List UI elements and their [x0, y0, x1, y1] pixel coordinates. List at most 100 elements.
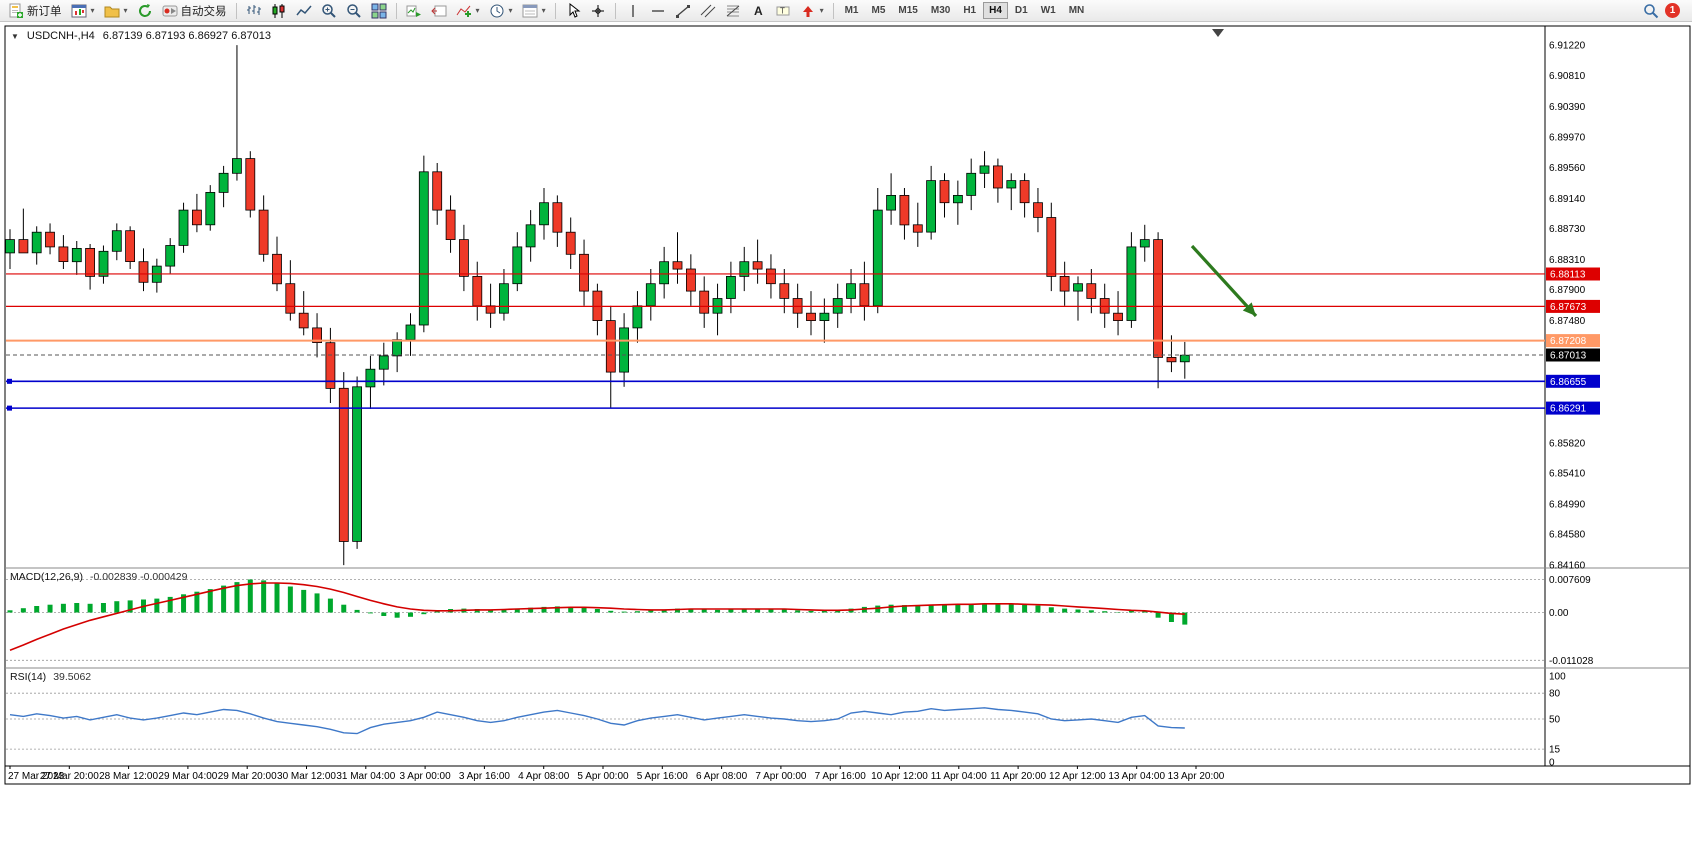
price-badge	[1546, 299, 1600, 313]
time-axis-label: 11 Apr 20:00	[990, 771, 1046, 782]
candle-body	[298, 312, 309, 329]
macd-axis-label: -0.011028	[1549, 656, 1594, 667]
candle-body	[245, 158, 256, 211]
caret-down-icon: ▾	[819, 6, 824, 15]
timeframe-d1-button[interactable]: D1	[1014, 5, 1028, 16]
time-axis-label: 7 Apr 00:00	[755, 771, 807, 782]
time-axis-label: 11 Apr 04:00	[931, 771, 987, 782]
timeframe-m30-button[interactable]: M30	[930, 5, 951, 16]
candle-body	[1113, 312, 1123, 322]
trend-arrow-head[interactable]	[1242, 302, 1261, 320]
toolbar-separator	[395, 2, 397, 19]
search-icon[interactable]	[1643, 3, 1659, 19]
chart-shift-marker[interactable]	[1212, 29, 1224, 37]
text-label-button[interactable]: T	[771, 1, 795, 21]
time-axis-label: 7 Apr 16:00	[815, 771, 867, 782]
vertical-line-icon	[631, 4, 634, 17]
candle-body	[819, 312, 830, 322]
timeframe-m15-button[interactable]: M15	[898, 5, 918, 16]
refresh-button[interactable]	[133, 1, 157, 21]
fibonacci-button[interactable]	[721, 1, 745, 21]
timeframe-w1-button[interactable]: W1	[1040, 5, 1056, 16]
candle-body	[1006, 180, 1017, 189]
new-chart-button[interactable]: ▾	[67, 1, 99, 21]
cursor-button[interactable]	[561, 1, 585, 21]
vertical-line-button[interactable]	[621, 1, 645, 21]
trend-arrow[interactable]	[1190, 244, 1258, 318]
caret-down-icon: ▾	[508, 6, 513, 15]
candle-body	[1179, 354, 1190, 363]
autotrading-button[interactable]: 自动交易	[158, 1, 231, 21]
line-chart-button[interactable]	[292, 1, 316, 21]
notification-badge[interactable]: 1	[1665, 3, 1680, 18]
line-handle[interactable]	[7, 378, 12, 384]
candle-body	[619, 327, 629, 373]
arrows-icon	[802, 5, 813, 17]
zoom-in-icon	[321, 3, 336, 18]
candle-body	[1139, 239, 1150, 248]
rsi-axis-label: 0	[1549, 758, 1555, 769]
timeframe-mn-button[interactable]: MN	[1068, 5, 1085, 16]
candle-body	[605, 320, 616, 373]
arrows-button[interactable]: ▾	[796, 1, 828, 21]
toolbar-separator	[554, 2, 556, 19]
periods-button[interactable]: ▾	[485, 1, 517, 21]
candlestick-button[interactable]	[267, 1, 291, 21]
candle-body	[859, 283, 870, 307]
new-order-icon	[9, 3, 23, 18]
templates-button[interactable]: ▾	[518, 1, 550, 21]
candle-body	[846, 283, 856, 299]
trendline-button[interactable]	[671, 1, 695, 21]
candle-body	[739, 261, 750, 277]
indicators-button[interactable]: ▾	[452, 1, 484, 21]
candle-body	[178, 209, 189, 246]
time-axis-label: 5 Apr 00:00	[577, 771, 629, 782]
profiles-button[interactable]: ▾	[100, 1, 132, 21]
line-handle[interactable]	[7, 405, 12, 411]
candle-body	[191, 209, 202, 226]
autotrading-label: 自动交易	[180, 5, 227, 18]
candle-body	[686, 268, 696, 292]
candle-body	[498, 283, 509, 314]
timeframe-h4-button[interactable]: H4	[983, 2, 1008, 19]
rsi-axis-label: 15	[1549, 745, 1561, 756]
price-badge-label: 6.86655	[1550, 377, 1587, 388]
candle-body	[1153, 239, 1163, 358]
chart-shift-button[interactable]	[427, 1, 451, 21]
candle-body	[458, 239, 469, 277]
crosshair-button[interactable]	[586, 1, 610, 21]
timeframe-m1-button[interactable]: M1	[844, 5, 859, 16]
candle-body	[472, 275, 483, 307]
templates-icon	[522, 4, 538, 17]
horizontal-line-button[interactable]	[646, 1, 670, 21]
candle-body	[98, 250, 109, 277]
timeframe-m5-button[interactable]: M5	[871, 5, 886, 16]
price-badge-label: 6.88113	[1550, 270, 1586, 281]
candle-body	[939, 180, 950, 204]
price-badge	[1546, 348, 1600, 362]
one-click-trading-toggle-icon[interactable]: ▼	[11, 31, 19, 41]
fibonacci-icon	[726, 5, 739, 16]
candle-body	[565, 231, 576, 255]
time-axis-label: 28 Mar 12:00	[99, 771, 158, 782]
time-axis-label: 13 Apr 04:00	[1108, 771, 1165, 782]
time-axis-label: 31 Mar 04:00	[336, 771, 395, 782]
text-button[interactable]: A	[746, 1, 770, 21]
candle-body	[365, 368, 376, 388]
timeframe-h1-button[interactable]: H1	[963, 5, 977, 16]
rsi-label: RSI(14)	[10, 671, 47, 683]
tile-windows-button[interactable]	[367, 1, 391, 21]
toolbar-separator	[235, 2, 237, 19]
channel-button[interactable]	[696, 1, 720, 21]
bar-chart-button[interactable]	[242, 1, 266, 21]
new-order-button[interactable]: 新订单	[4, 1, 66, 21]
candle-body	[672, 261, 683, 270]
auto-scroll-button[interactable]	[402, 1, 426, 21]
rsi-axis-label: 50	[1549, 715, 1561, 726]
zoom-out-button[interactable]	[342, 1, 366, 21]
candle-body	[1046, 217, 1057, 277]
candle-body	[552, 202, 563, 233]
candle-body	[285, 283, 296, 314]
zoom-in-button[interactable]	[317, 1, 341, 21]
candle-body	[512, 246, 523, 285]
